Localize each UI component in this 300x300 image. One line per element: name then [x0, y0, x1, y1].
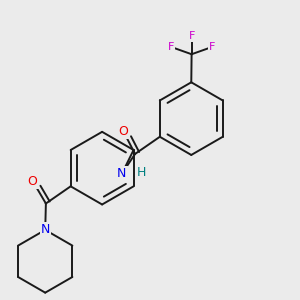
Text: N: N — [40, 224, 50, 236]
Text: F: F — [209, 42, 215, 52]
Text: O: O — [28, 175, 38, 188]
Text: F: F — [168, 42, 174, 52]
Text: O: O — [118, 125, 128, 138]
Text: H: H — [136, 166, 146, 178]
Text: N: N — [117, 167, 127, 180]
Text: F: F — [188, 31, 195, 41]
